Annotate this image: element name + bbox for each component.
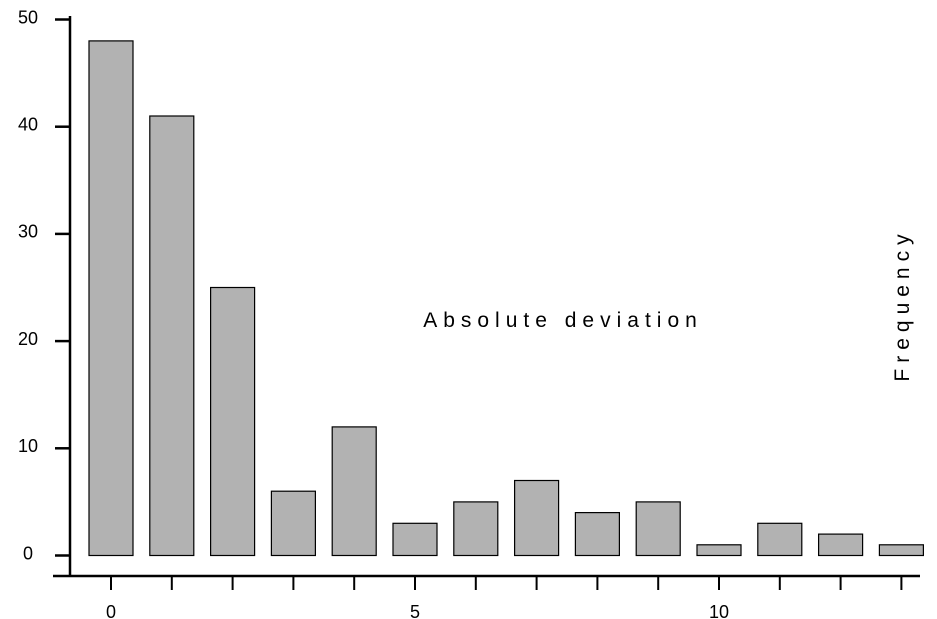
y-axis: 0 10 20 30 40 50 (18, 7, 70, 576)
bar-4 (332, 427, 376, 556)
bar-5 (393, 523, 437, 555)
bar-1 (150, 116, 194, 556)
bar-3 (271, 491, 315, 555)
bar-9 (636, 502, 680, 556)
x-axis-title: Absolute deviation (423, 309, 703, 332)
y-tick-label-40: 40 (18, 114, 38, 134)
bar-10 (697, 545, 741, 556)
y-axis-title: Frequency (891, 228, 914, 381)
bar-13 (879, 545, 923, 556)
bar-7 (515, 481, 559, 556)
y-tick-label-30: 30 (18, 222, 38, 242)
y-tick-label-50: 50 (18, 7, 38, 27)
x-tick-label-0: 0 (106, 602, 116, 619)
x-tick-label-5: 5 (410, 602, 420, 619)
y-tick-label-20: 20 (18, 329, 38, 349)
bar-11 (758, 523, 802, 555)
bar-6 (454, 502, 498, 556)
y-tick-label-10: 10 (18, 436, 38, 456)
bar-0 (89, 41, 133, 556)
x-axis: 0 5 10 (53, 576, 920, 619)
bar-2 (211, 288, 255, 556)
bar-8 (575, 513, 619, 556)
bars-group (89, 41, 923, 556)
bar-12 (819, 534, 863, 555)
y-tick-label-0: 0 (23, 543, 33, 563)
x-tick-label-10: 10 (709, 602, 729, 619)
